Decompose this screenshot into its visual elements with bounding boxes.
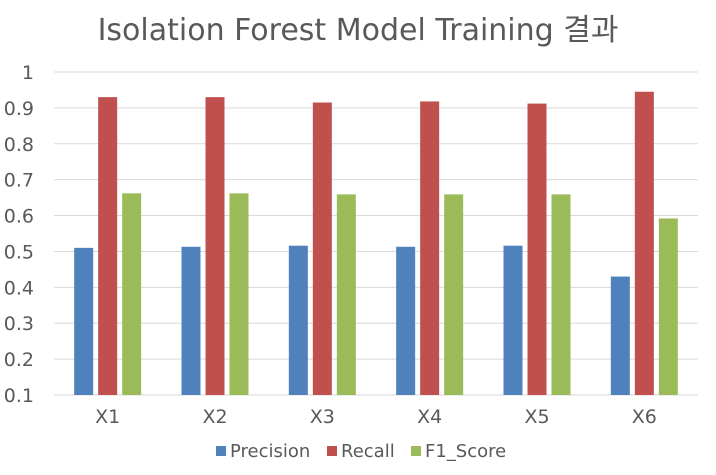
bar-f1_score-x1 — [122, 193, 142, 395]
y-tick-label: 0.7 — [4, 170, 34, 192]
y-tick-label: 0.5 — [4, 241, 34, 263]
bar-precision-x4 — [396, 246, 416, 395]
bar-f1_score-x6 — [658, 218, 678, 395]
x-category-label: X4 — [417, 406, 442, 428]
legend: Precision Recall F1_Score — [216, 441, 506, 462]
bar-precision-x1 — [74, 247, 94, 395]
y-tick-label: 0.4 — [4, 277, 34, 299]
y-tick-label: 0.2 — [4, 349, 34, 371]
legend-label-f1_score: F1_Score — [425, 441, 506, 462]
bar-f1_score-x4 — [444, 194, 464, 395]
y-tick-label: 1 — [22, 62, 34, 84]
bar-recall-x1 — [98, 97, 118, 395]
bar-precision-x2 — [181, 246, 201, 395]
x-category-label: X3 — [310, 406, 335, 428]
bar-precision-x6 — [610, 276, 630, 395]
x-axis-labels: X1 X2 X3 X4 X5 X6 — [95, 406, 657, 428]
chart-title: Isolation Forest Model Training 결과 — [98, 13, 619, 48]
legend-label-precision: Precision — [230, 441, 310, 462]
y-tick-label: 0.3 — [4, 313, 34, 335]
x-category-label: X6 — [632, 406, 657, 428]
bar-recall-x5 — [527, 103, 547, 396]
bar-precision-x3 — [288, 245, 308, 395]
x-category-label: X2 — [202, 406, 227, 428]
y-tick-label: 0.9 — [4, 98, 34, 120]
y-tick-label: 0.8 — [4, 134, 34, 156]
bar-recall-x3 — [312, 102, 332, 395]
bar-recall-x2 — [205, 97, 225, 395]
y-axis-ticks: 0.1 0.2 0.3 0.4 0.5 0.6 0.7 0.8 0.9 1 — [4, 62, 34, 407]
legend-label-recall: Recall — [341, 441, 395, 462]
bar-f1_score-x2 — [229, 193, 249, 395]
legend-swatch-f1_score — [411, 446, 421, 456]
y-tick-label: 0.1 — [4, 385, 34, 407]
bar-f1_score-x3 — [336, 194, 356, 395]
bar-recall-x6 — [634, 91, 654, 395]
x-category-label: X1 — [95, 406, 120, 428]
legend-swatch-recall — [327, 446, 337, 456]
bar-precision-x5 — [503, 245, 523, 395]
bars — [74, 91, 678, 396]
bar-recall-x4 — [420, 101, 440, 395]
y-tick-label: 0.6 — [4, 206, 34, 228]
legend-swatch-precision — [216, 446, 226, 456]
gridlines — [54, 71, 698, 396]
bar-f1_score-x5 — [551, 194, 571, 395]
x-category-label: X5 — [524, 406, 549, 428]
